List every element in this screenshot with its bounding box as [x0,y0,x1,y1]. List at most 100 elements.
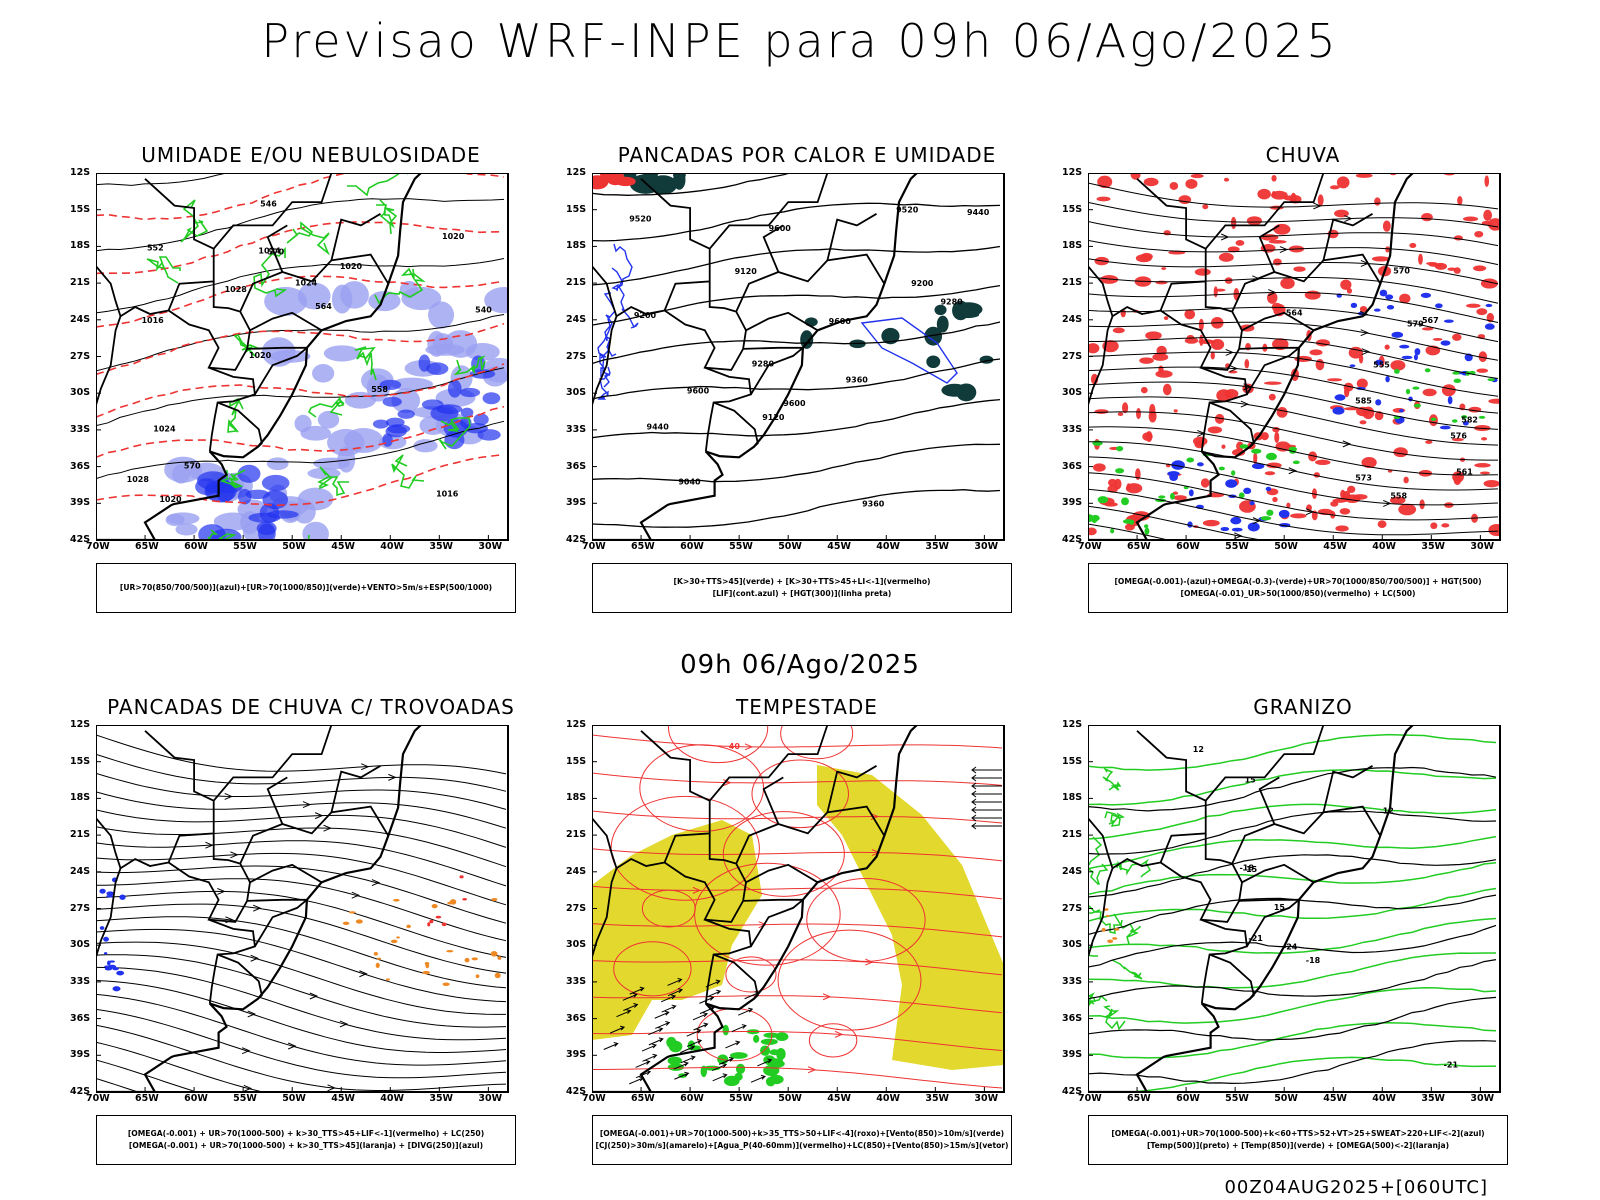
streamline [1088,381,1499,430]
shaded-area [1462,421,1469,426]
main-title: Previsao WRF-INPE para 09h 06/Ago/2025 [261,14,1339,68]
contour-line [96,363,505,418]
contour-label: 555 [1373,360,1390,369]
wind-vector [648,1037,664,1046]
humidity-contour [347,173,409,197]
shaded-area [431,903,438,909]
wind-vector [603,1042,619,1050]
border-line [330,213,381,261]
shaded-area [1443,319,1454,323]
shaded-area [1192,436,1208,446]
shaded-area [615,176,636,187]
streamline-arrow [1342,440,1352,448]
shaded-area [1278,509,1290,519]
streamline [96,1024,507,1091]
lon-tick-label: 45W [1323,1093,1347,1104]
lat-tick-label: 18S [1062,240,1083,252]
lon-tick-label: 65W [1127,541,1151,552]
legend-line: [K>30+TTS>45](verde) + [K>30+TTS>45+LI<-… [673,577,931,586]
shaded-area [442,982,450,987]
panel-title: UMIDADE E/OU NEBULOSIDADE [141,143,481,167]
contour-label: 552 [147,243,164,252]
shaded-area [473,413,489,426]
shaded-area [1163,316,1169,321]
border-line [709,173,829,250]
humidity-contour [438,417,471,450]
streamline [725,956,777,993]
panel-title: TEMPESTADE [736,695,878,719]
shaded-area [355,919,363,924]
contour-label: 9600 [783,399,806,408]
border-line [249,311,323,332]
shaded-area [300,425,332,441]
temp850-contour [1103,1005,1126,1031]
border-line [762,776,784,825]
shaded-area [1260,516,1272,521]
wind-vector [680,1045,696,1054]
lat-tick-label: 21S [70,277,91,289]
border-line [704,918,752,1004]
streamline-arrow [1305,508,1315,516]
streamline-arrow [388,773,397,781]
shaded-area [1393,368,1400,374]
lif-contour [603,292,617,357]
shaded-area [401,286,442,311]
border-line [1205,173,1325,250]
shaded-area [958,311,980,319]
streamline [668,725,769,764]
shaded-area [1334,394,1346,401]
lon-tick-label: 70W [1078,1093,1102,1104]
lat-tick-label: 42S [1062,534,1083,545]
lon-tick-label: 45W [331,1093,355,1104]
shaded-area [386,978,390,981]
shaded-area [1487,378,1495,382]
streamline [96,980,507,1053]
contour-label: 9200 [911,279,934,288]
lon-tick-label: 50W [778,541,802,552]
shaded-area [331,284,353,314]
contour-line [1088,835,1497,870]
contour-label: 1024 [153,425,176,434]
shaded-area [1224,388,1239,399]
shaded-area [1317,194,1324,206]
shaded-area [393,898,400,902]
shaded-area [441,922,447,927]
contour-line [1088,803,1497,840]
shaded-area [1332,407,1345,415]
streamline [1088,456,1499,506]
shaded-area [429,919,434,924]
lat-tick-label: 12S [70,719,91,730]
contour-label: 1020 [442,232,465,241]
contour-label: 1024 [258,246,281,255]
shaded-area [1194,268,1211,276]
lon-tick-label: 70W [86,541,110,552]
temp850-contour [1102,767,1122,791]
streamline-arrow [351,891,361,899]
streamline-arrow [247,1010,256,1018]
lat-tick-label: 18S [70,792,91,804]
border-line [96,730,215,870]
shaded-area [1391,331,1404,338]
contour-label: 1020 [340,262,363,271]
shaded-area [1088,343,1100,354]
streamline [96,928,507,1003]
lon-tick-label: 55W [233,541,257,552]
shaded-area [385,425,407,438]
shaded-area [1346,288,1353,294]
lat-tick-label: 36S [70,1012,91,1024]
shaded-area [446,949,454,953]
contour-line [96,405,505,459]
shaded-area [465,343,500,361]
wind-vector [667,988,684,997]
border-line [713,401,759,448]
lon-tick-label: 35W [1421,541,1446,552]
border-line [1231,253,1382,312]
shaded-area [1274,431,1280,443]
shaded-area [1158,365,1164,374]
contour-label: 579 [1407,320,1424,329]
border-line [743,898,803,902]
shaded-area [1107,478,1117,487]
lon-tick-label: 50W [282,1093,306,1104]
streamline [1088,505,1264,540]
contour-label: 576 [1450,431,1467,440]
